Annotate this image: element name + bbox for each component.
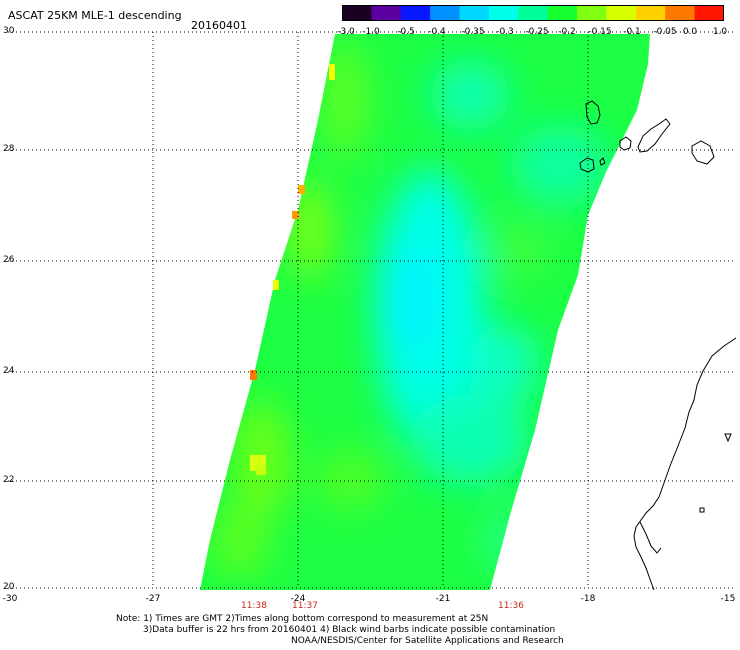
coast-bay — [639, 521, 662, 554]
colorbar-segment — [342, 5, 372, 21]
coast-marker-2 — [699, 507, 705, 513]
coast-island-1 — [585, 100, 601, 125]
lon-label-minus30: -30 — [2, 594, 18, 604]
time-label-3: 11:36 — [498, 601, 524, 611]
map-grid — [8, 31, 735, 589]
lon-label-minus21: -21 — [435, 594, 451, 604]
colorbar-segment — [400, 5, 431, 21]
lat-label-26: 26 — [3, 255, 15, 265]
colorbar-label: -1.0 — [362, 27, 380, 37]
lon-label-minus15: -15 — [720, 594, 736, 604]
coast-island-2 — [619, 136, 632, 151]
time-label-2: 11:37 — [292, 601, 318, 611]
note-line-1: Note: 1) Times are GMT 2)Times along bot… — [116, 614, 489, 624]
colorbar-label: -0.5 — [397, 27, 415, 37]
colorbar-label: 0.0 — [682, 27, 698, 37]
map-title: ASCAT 25KM MLE-1 descending — [8, 9, 182, 22]
map-date: 20160401 — [191, 19, 247, 32]
lon-label-minus27: -27 — [145, 594, 161, 604]
lat-label-20: 20 — [3, 582, 15, 592]
colorbar-label: -0.05 — [653, 27, 677, 37]
colorbar — [342, 5, 724, 21]
lon-label-minus24: -24 — [290, 594, 306, 604]
colorbar-label: -3.0 — [337, 27, 355, 37]
colorbar-label: -0.1 — [623, 27, 641, 37]
time-label-1: 11:38 — [241, 601, 267, 611]
lon-label-minus18: -18 — [580, 594, 596, 604]
coast-island-6 — [599, 157, 606, 166]
lat-label-22: 22 — [3, 475, 15, 485]
colorbar-label: -0.3 — [496, 27, 514, 37]
colorbar-label: -0.35 — [461, 27, 485, 37]
coast-island-5 — [579, 157, 595, 173]
colorbar-segment — [518, 5, 549, 21]
colorbar-segment — [577, 5, 607, 21]
note-line-3: NOAA/NESDIS/Center for Satellite Applica… — [291, 636, 564, 646]
coast-marker-1 — [724, 433, 732, 443]
coast-island-4 — [691, 140, 715, 165]
note-line-2: 3)Data buffer is 22 hrs from 20160401 4)… — [143, 625, 556, 635]
coast-mainland — [633, 337, 737, 591]
colorbar-label: 1.0 — [712, 27, 728, 37]
colorbar-segment — [694, 5, 724, 21]
colorbar-segment — [665, 5, 696, 21]
colorbar-label: -0.4 — [428, 27, 446, 37]
colorbar-segment — [459, 5, 490, 21]
colorbar-segment — [547, 5, 578, 21]
lat-label-24: 24 — [3, 366, 15, 376]
ascat-swath — [200, 34, 650, 590]
colorbar-segment — [488, 5, 519, 21]
coast-island-3 — [637, 118, 671, 153]
colorbar-segment — [606, 5, 637, 21]
lat-label-28: 28 — [3, 144, 15, 154]
colorbar-label: -0.25 — [525, 27, 549, 37]
colorbar-segment — [430, 5, 461, 21]
lat-label-30: 30 — [3, 26, 15, 36]
colorbar-label: -0.15 — [588, 27, 612, 37]
colorbar-border — [342, 5, 724, 21]
colorbar-segment — [635, 5, 666, 21]
colorbar-segment — [371, 5, 402, 21]
colorbar-label: -0.2 — [558, 27, 576, 37]
coastlines — [579, 100, 737, 591]
